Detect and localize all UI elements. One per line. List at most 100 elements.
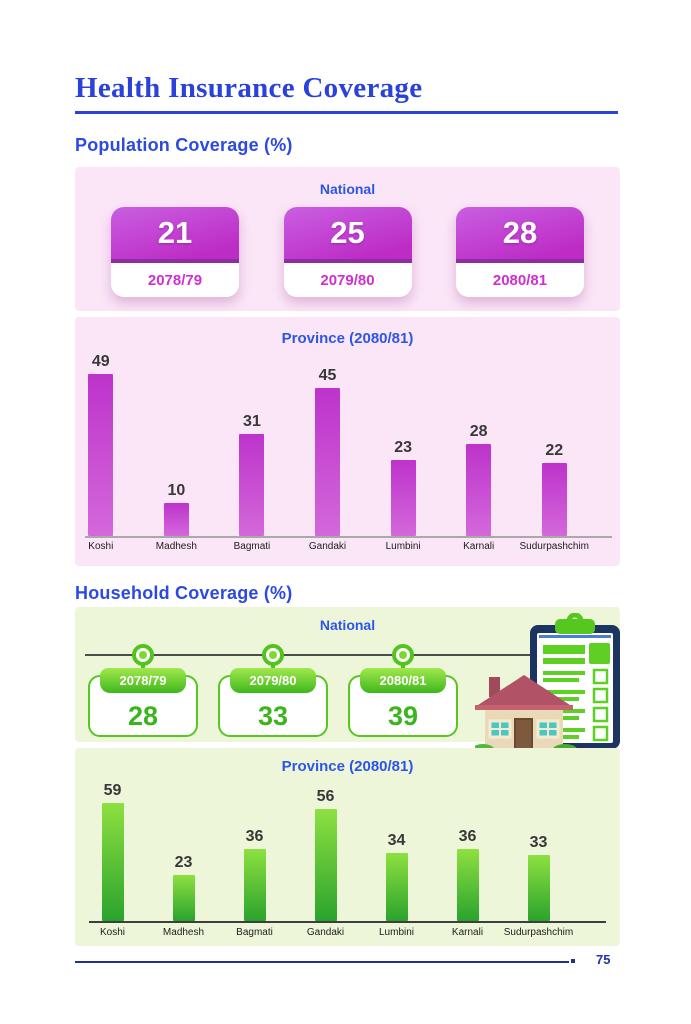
timeline-card: 2078/79 28: [88, 607, 198, 742]
bar-value-label: 34: [387, 832, 406, 849]
axis-category-label: Koshi: [88, 541, 114, 552]
axis-category-label: Koshi: [99, 927, 125, 938]
bar-value-label: 10: [167, 482, 186, 499]
bar-value-label: 22: [545, 442, 564, 460]
axis-category-label: Madhesh: [155, 541, 197, 552]
bar-value-label: 23: [394, 439, 412, 457]
bar-value-label: 33: [529, 834, 548, 851]
stat-year: 2080/81: [492, 271, 548, 289]
bar-column: 23: [365, 317, 441, 536]
axis-category-label: Sudurpashchim: [503, 927, 574, 938]
household-national-panel: National 2078/79 28 2079/80 33 2080/81 39: [75, 607, 620, 755]
national-label: National: [319, 617, 376, 633]
year-ribbon: 2078/79: [100, 668, 186, 693]
bar-value-label: 31: [243, 412, 261, 430]
page-title: Health Insurance Coverage: [75, 72, 423, 104]
stat-year: 2080/81: [379, 673, 427, 688]
bar-column: 49: [63, 317, 139, 536]
axis-category-label: Lumbini: [378, 927, 415, 938]
timeline-node-icon: [262, 644, 284, 666]
title-underline: [75, 111, 618, 114]
x-axis-labels: Koshi Madhesh Bagmati Gandaki Lumbini Karnali…: [77, 927, 574, 938]
national-stat-card: 25 2079/80: [283, 207, 412, 297]
bar-column: 10: [139, 317, 215, 536]
stat-year: 2079/80: [249, 673, 297, 688]
stat-year-area: 2078/79: [111, 263, 239, 297]
bar-value-label: 56: [316, 788, 335, 805]
page-number: 75: [596, 952, 611, 967]
x-axis-line: [89, 921, 606, 923]
axis-category-label: Gandaki: [308, 541, 347, 552]
axis-category-label: Bagmati: [233, 541, 271, 552]
bar-column: 31: [214, 317, 290, 536]
national-cards-row: 21 2078/79 25 2079/80 28 2080/81: [75, 207, 620, 297]
bar: [385, 853, 408, 921]
bar-column: 23: [148, 748, 219, 921]
household-province-panel: Province (2080/81) 59 23 36 56 34 36 33 Koshi M…: [75, 748, 620, 946]
bar-value-label: 59: [103, 782, 122, 799]
axis-category-label: Lumbini: [385, 541, 421, 552]
bar: [390, 460, 416, 536]
footer-rule: [75, 961, 569, 963]
year-ribbon: 2079/80: [230, 668, 316, 693]
bar-value-label: 28: [469, 422, 488, 440]
stat-value-area: 21: [111, 207, 239, 263]
stat-value: 25: [330, 215, 365, 250]
stat-value: 28: [502, 215, 538, 250]
stat-value-area: 25: [283, 207, 412, 263]
bar: [466, 443, 492, 536]
timeline-node-icon: [392, 644, 414, 666]
stat-value: 21: [157, 215, 193, 250]
timeline-line: [85, 654, 537, 656]
bar-column: 22: [516, 317, 592, 536]
bar: [456, 849, 479, 921]
stat-value: 28: [127, 701, 159, 731]
axis-category-label: Gandaki: [306, 927, 345, 938]
population-national-panel: National 21 2078/79 25 2079/80 28 2080/81: [75, 167, 620, 311]
bar-value-label: 23: [174, 854, 193, 871]
axis-category-label: Karnali: [463, 541, 495, 552]
stat-year: 2079/80: [320, 271, 375, 289]
household-bar-chart: 59 23 36 56 34 36 33: [77, 748, 574, 921]
bar-value-label: 45: [318, 366, 337, 384]
bar: [88, 374, 114, 536]
bar-column: 45: [290, 317, 366, 536]
population-bar-chart: 49 10 31 45 23 28 22: [63, 317, 592, 536]
footer-rule-dot: [571, 959, 575, 963]
year-ribbon: 2080/81: [360, 668, 446, 693]
bar: [172, 875, 195, 921]
axis-category-label: Bagmati: [236, 927, 273, 938]
bar: [541, 463, 567, 536]
bar: [243, 849, 266, 921]
timeline-card: 2080/81 39: [348, 607, 458, 742]
population-province-panel: Province (2080/81) 49 10 31 45 23 28 22 Koshi M…: [75, 317, 620, 566]
bar-value-label: 36: [245, 828, 264, 845]
bar-column: 36: [432, 748, 503, 921]
bar: [101, 803, 124, 921]
stat-year: 2078/79: [119, 673, 167, 688]
axis-category-label: Madhesh: [162, 927, 205, 938]
national-stat-card: 28 2080/81: [456, 207, 584, 297]
x-axis-line: [85, 536, 612, 538]
x-axis-labels: Koshi Madhesh Bagmati Gandaki Lumbini Karnali…: [63, 541, 592, 552]
timeline-node-icon: [132, 644, 154, 666]
bar: [314, 809, 337, 921]
bar: [315, 387, 341, 536]
bar-column: 34: [361, 748, 432, 921]
population-coverage-heading: Population Coverage (%): [75, 135, 293, 155]
stat-year-area: 2080/81: [456, 263, 584, 297]
national-stat-card: 21 2078/79: [111, 207, 239, 297]
timeline-card: 2079/80 33: [218, 607, 328, 742]
bar: [527, 855, 550, 921]
bar-value-label: 36: [458, 828, 477, 845]
bar-column: 28: [441, 317, 517, 536]
stat-value-area: 28: [456, 207, 584, 263]
bar-column: 36: [219, 748, 290, 921]
stat-value: 33: [257, 701, 289, 731]
bar: [239, 433, 265, 536]
province-chart-title: Province (2080/81): [281, 758, 414, 775]
clipboard-house-icon: [475, 613, 620, 755]
bar-column: 59: [77, 748, 148, 921]
axis-category-label: Karnali: [451, 927, 484, 938]
stat-value: 39: [387, 701, 419, 731]
